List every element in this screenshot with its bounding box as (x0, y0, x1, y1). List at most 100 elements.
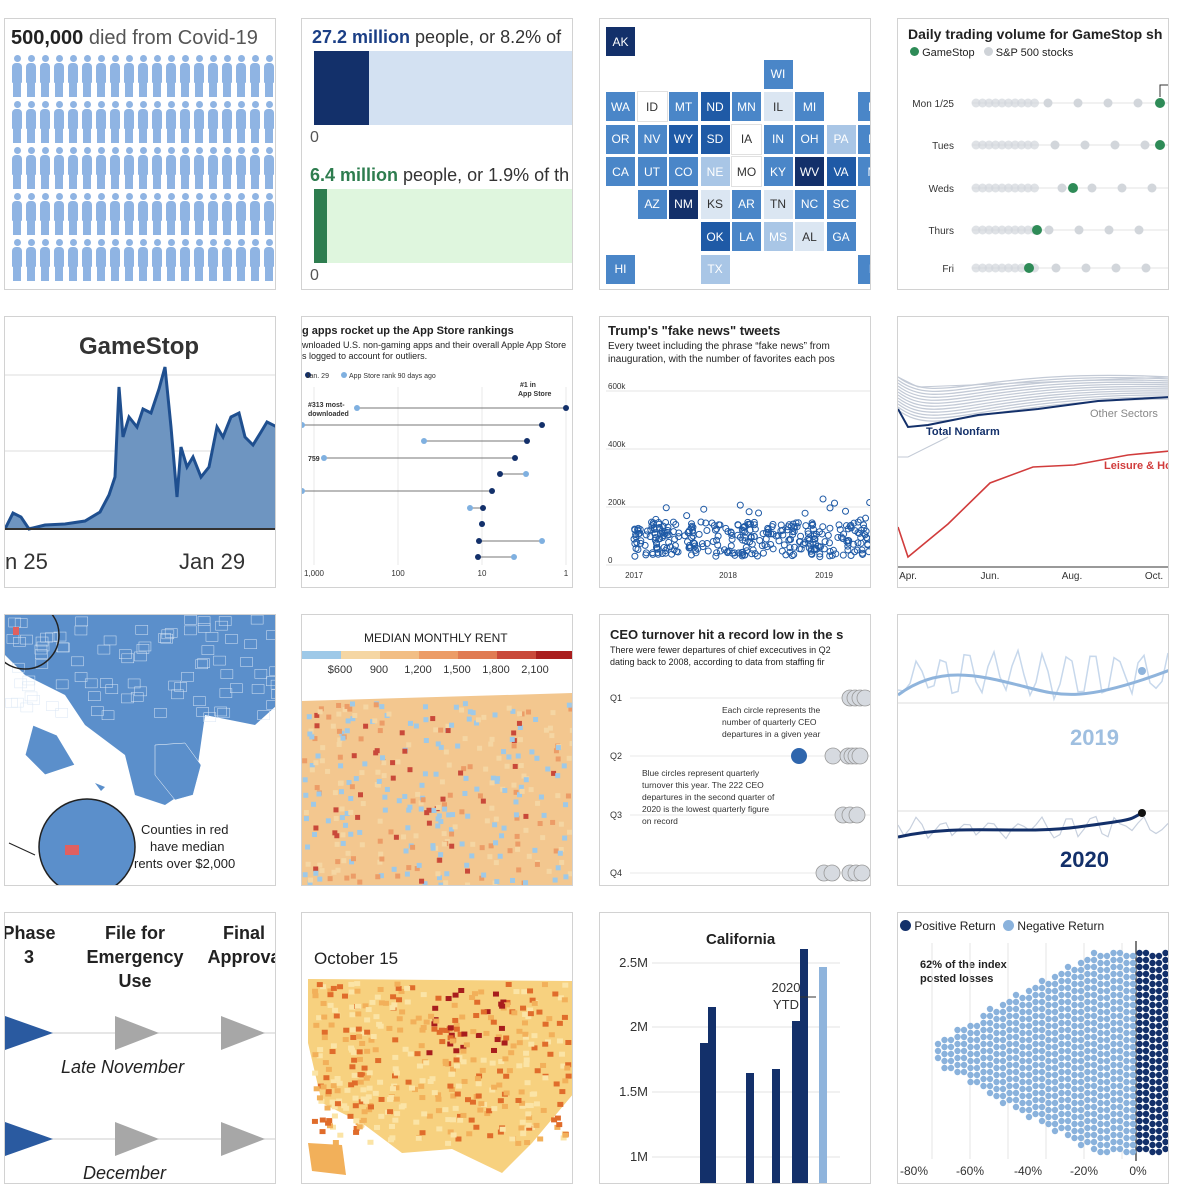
rent-county (360, 801, 366, 807)
heatmap-county (377, 986, 384, 992)
negative-return-dot (1032, 1075, 1039, 1083)
rent-county (359, 842, 365, 848)
heatmap-county (334, 1076, 341, 1082)
rent-county (377, 818, 383, 824)
tweet-point (844, 537, 852, 545)
rent-county (334, 833, 340, 839)
negative-return-dot (1084, 984, 1091, 992)
rent-county (514, 833, 520, 839)
negative-return-dot (1032, 1012, 1039, 1020)
county-outline (250, 615, 264, 625)
negative-return-dot (1025, 1064, 1033, 1072)
years-tile[interactable]: 2019 2020 (897, 614, 1169, 886)
tweets-tile[interactable]: Trump's "fake news" tweets Every tweet i… (599, 316, 871, 588)
state-cell-nv: NV (637, 124, 667, 154)
person-icon (95, 239, 107, 283)
positive-return-dot (1136, 1103, 1143, 1111)
heatmap-county (445, 1140, 452, 1146)
rent-county (521, 773, 527, 779)
heatmap-county (503, 1090, 510, 1096)
tweet-point (689, 523, 697, 531)
negative-return-dot (1110, 1054, 1117, 1062)
tweet-point (655, 535, 663, 543)
negative-return-dot (1097, 1113, 1104, 1121)
negative-return-dot (1038, 991, 1046, 999)
gme-volume-tile[interactable]: Daily trading volume for GameStop sh Gam… (897, 18, 1169, 290)
returns-note1: 62% of the index (920, 959, 1007, 971)
negative-return-dot (1058, 1026, 1065, 1034)
sectors-tile[interactable]: Other Sectors Total Nonfarm Leisure & Ho Ap… (897, 316, 1169, 588)
tweet-point (744, 518, 752, 526)
heatmap-county (455, 1136, 462, 1142)
rent-county (335, 859, 341, 865)
tweet-point (782, 551, 790, 559)
heatmap-tile[interactable]: October 15 (301, 912, 573, 1184)
person-icon (193, 55, 205, 99)
sp500-dot (984, 98, 994, 108)
ceo-year-circle (824, 747, 842, 765)
vaccine-row2-label: 6.4 million people, or 1.9% of th (310, 165, 569, 186)
county-outline (214, 706, 227, 717)
vaccine-tile[interactable]: 27.2 million people, or 8.2% of 0 6.4 mi… (301, 18, 573, 290)
rent-county (332, 790, 338, 796)
rent-county (442, 806, 448, 812)
positive-return-dot (1136, 1145, 1143, 1153)
vaccine-row2-zero: 0 (310, 267, 319, 284)
rent-county (403, 848, 409, 854)
negative-return-dot (1097, 1148, 1104, 1156)
rent-county (380, 755, 386, 761)
years-line-chart (898, 647, 1168, 840)
app-store-tile[interactable]: g apps rocket up the App Store rankings … (301, 316, 573, 588)
ceo-tile[interactable]: CEO turnover hit a record low in the s T… (599, 614, 871, 886)
tweet-point (655, 520, 663, 528)
tweet-point (731, 551, 739, 559)
heatmap-county (355, 1026, 362, 1032)
tweet-point (804, 535, 812, 543)
rent-county (435, 804, 441, 810)
rent-county (314, 712, 320, 718)
west-map-tile[interactable]: Counties in red have median rents over $… (4, 614, 276, 886)
negative-return-dot (1051, 980, 1059, 988)
person-icon (235, 55, 247, 99)
app-new-rank-dot (489, 488, 495, 494)
positive-return-dot (1136, 1068, 1143, 1076)
heatmap-county (448, 1032, 455, 1038)
phases-tile[interactable]: Phase 3 File for Emergency Use Final App… (4, 912, 276, 1184)
heatmap-county (323, 1075, 330, 1081)
negative-return-dot (973, 1050, 981, 1058)
positive-return-dot (1142, 977, 1150, 985)
sector-line (898, 376, 1168, 388)
ceo-note-a: departures in a given year (722, 729, 820, 739)
positive-return-dot (1162, 1103, 1168, 1111)
rent-county (555, 793, 561, 799)
person-icon (95, 101, 107, 145)
negative-return-dot (1097, 973, 1104, 981)
rent-county (449, 831, 455, 837)
negative-return-dot (1103, 1036, 1111, 1044)
negative-return-dot (1032, 1103, 1039, 1111)
legend-90day-label: App Store rank 90 days ago (349, 373, 436, 380)
rent-county (517, 792, 523, 798)
state-grid-tile[interactable]: AKWIWAIDMTNDMNILMINORNVWYSDIAINOHPANCAUT… (599, 18, 871, 290)
positive-return-dot (1142, 1005, 1150, 1013)
covid-deaths-tile[interactable]: 500,000 died from Covid-19 (4, 18, 276, 290)
tweet-point (704, 547, 712, 555)
california-tile[interactable]: California 2.5M 2M 1.5M 1M 2020 YTD (599, 912, 871, 1184)
heatmap-county (459, 1014, 466, 1020)
gme-price-tile[interactable]: GameStop n 25 Jan 29 (4, 316, 276, 588)
tweet-point (787, 535, 795, 543)
negative-return-dot (1019, 1029, 1026, 1037)
returns-tile[interactable]: Positive Return Negative Return 62% of t… (897, 912, 1169, 1184)
rent-county (528, 787, 534, 793)
tweet-point (850, 540, 858, 548)
negative-return-dot (1045, 1029, 1052, 1037)
rent-map-tile[interactable]: MEDIAN MONTHLY RENT $600 900 1,200 1,500 1,8… (301, 614, 573, 886)
rent-county (406, 807, 412, 813)
heatmap-county (562, 1078, 569, 1084)
negative-return-dot (1123, 1043, 1130, 1051)
negative-return-dot (1071, 1127, 1078, 1135)
person-icon (151, 193, 163, 237)
rent-county (494, 778, 500, 784)
negative-return-dot (1090, 956, 1098, 964)
negative-return-dot (1058, 991, 1065, 999)
